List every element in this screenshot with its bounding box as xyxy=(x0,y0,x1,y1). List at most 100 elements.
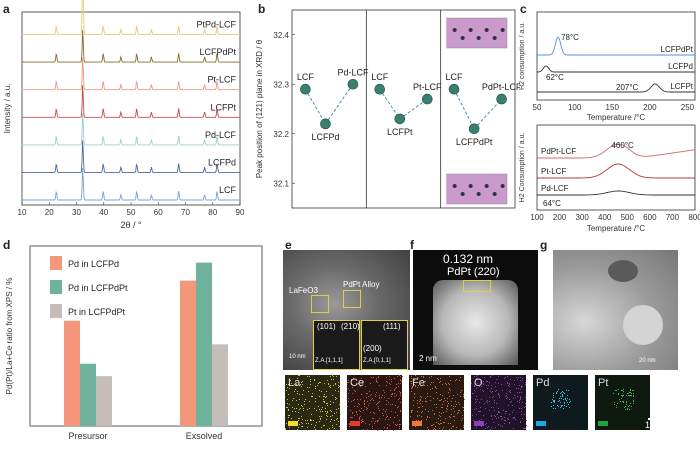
eds-dot xyxy=(372,428,373,429)
eds-dot xyxy=(316,410,317,411)
eds-dot xyxy=(459,380,460,381)
eds-dot xyxy=(402,376,403,377)
eds-dot xyxy=(500,425,501,426)
eds-dot xyxy=(494,402,495,403)
eds-dot xyxy=(567,395,568,396)
peak-annotation: 64°C xyxy=(543,199,561,208)
color-bar xyxy=(412,421,422,426)
eds-dot xyxy=(421,397,422,398)
eds-dot xyxy=(560,393,561,394)
eds-dot xyxy=(505,413,506,414)
eds-dot xyxy=(447,398,448,399)
trend-arrow xyxy=(380,89,400,119)
eds-dot xyxy=(299,424,300,425)
eds-dot xyxy=(495,386,496,387)
eds-dot xyxy=(288,415,289,416)
eds-dot xyxy=(511,401,512,402)
x-tick-label: 250 xyxy=(681,103,695,112)
eds-dot xyxy=(509,386,510,387)
eds-dot xyxy=(502,426,503,427)
eds-dot xyxy=(363,429,364,430)
eds-dot xyxy=(288,410,289,411)
eds-dot xyxy=(427,396,428,397)
eds-dot xyxy=(486,385,487,386)
eds-dot xyxy=(515,397,516,398)
eds-dot xyxy=(396,425,397,426)
eds-dot xyxy=(443,412,444,413)
eds-dot xyxy=(513,410,514,411)
eds-dot xyxy=(570,401,571,402)
eds-dot xyxy=(492,375,493,376)
eds-dot xyxy=(372,418,373,419)
eds-dot xyxy=(413,405,414,406)
eds-dot xyxy=(389,379,390,380)
eds-dot xyxy=(397,376,398,377)
eds-dot xyxy=(421,416,422,417)
eds-dot xyxy=(427,416,428,417)
eds-dot xyxy=(299,409,300,410)
eds-dot xyxy=(476,401,477,402)
eds-dot xyxy=(319,421,320,422)
eds-dot xyxy=(498,408,499,409)
eds-dot xyxy=(389,383,390,384)
eds-dot xyxy=(359,404,360,405)
eds-dot xyxy=(376,404,377,405)
series-label: PdPt-LCF xyxy=(541,147,576,156)
eds-dot xyxy=(524,414,525,415)
eds-dot xyxy=(324,383,325,384)
legend-swatch xyxy=(50,304,62,318)
eds-dot xyxy=(483,383,484,384)
eds-dot xyxy=(289,404,290,405)
eds-dot xyxy=(526,420,527,421)
eds-dot xyxy=(314,380,315,381)
eds-dot xyxy=(520,421,521,422)
atom xyxy=(461,36,465,40)
eds-dot xyxy=(496,418,497,419)
eds-dot xyxy=(400,410,401,411)
eds-dot xyxy=(552,399,553,400)
data-point xyxy=(300,84,310,94)
eds-dot xyxy=(339,426,340,427)
eds-dot xyxy=(619,399,620,400)
series-label: Pt-LCF xyxy=(541,167,566,176)
eds-dot xyxy=(309,408,310,409)
atom xyxy=(469,184,473,188)
eds-dot xyxy=(521,411,522,412)
eds-dot xyxy=(303,390,304,391)
eds-dot xyxy=(564,393,565,394)
eds-dot xyxy=(313,420,314,421)
eds-dot xyxy=(487,402,488,403)
eds-dot xyxy=(481,426,482,427)
eds-dot xyxy=(319,390,320,391)
eds-dot xyxy=(378,408,379,409)
eds-dot xyxy=(308,391,309,392)
eds-dot xyxy=(311,420,312,421)
eds-dot xyxy=(332,415,333,416)
eds-dot xyxy=(386,381,387,382)
eds-dot xyxy=(451,401,452,402)
eds-dot xyxy=(378,420,379,421)
eds-dot xyxy=(315,425,316,426)
eds-dot xyxy=(519,400,520,401)
eds-dot xyxy=(458,412,459,413)
peak-position-chart: 32.132.232.332.4Peak position of (121) p… xyxy=(250,0,520,235)
eds-dot xyxy=(307,409,308,410)
eds-dot xyxy=(513,417,514,418)
eds-dot xyxy=(564,405,565,406)
eds-dot xyxy=(489,382,490,383)
scale-label-g: 20 nm xyxy=(639,358,656,364)
eds-dot xyxy=(360,399,361,400)
peak-annotation: 460°C xyxy=(611,141,634,150)
eds-dot xyxy=(400,383,401,384)
eds-dot xyxy=(354,390,355,391)
eds-dot xyxy=(568,404,569,405)
eds-dot xyxy=(420,403,421,404)
x-tick-label: 600 xyxy=(643,213,657,222)
panel-label-g: g xyxy=(540,238,547,252)
atom xyxy=(501,28,505,32)
eds-dot xyxy=(492,391,493,392)
eds-dot xyxy=(515,419,516,420)
eds-dot xyxy=(312,396,313,397)
eds-dot xyxy=(400,379,401,380)
eds-dot xyxy=(451,409,452,410)
